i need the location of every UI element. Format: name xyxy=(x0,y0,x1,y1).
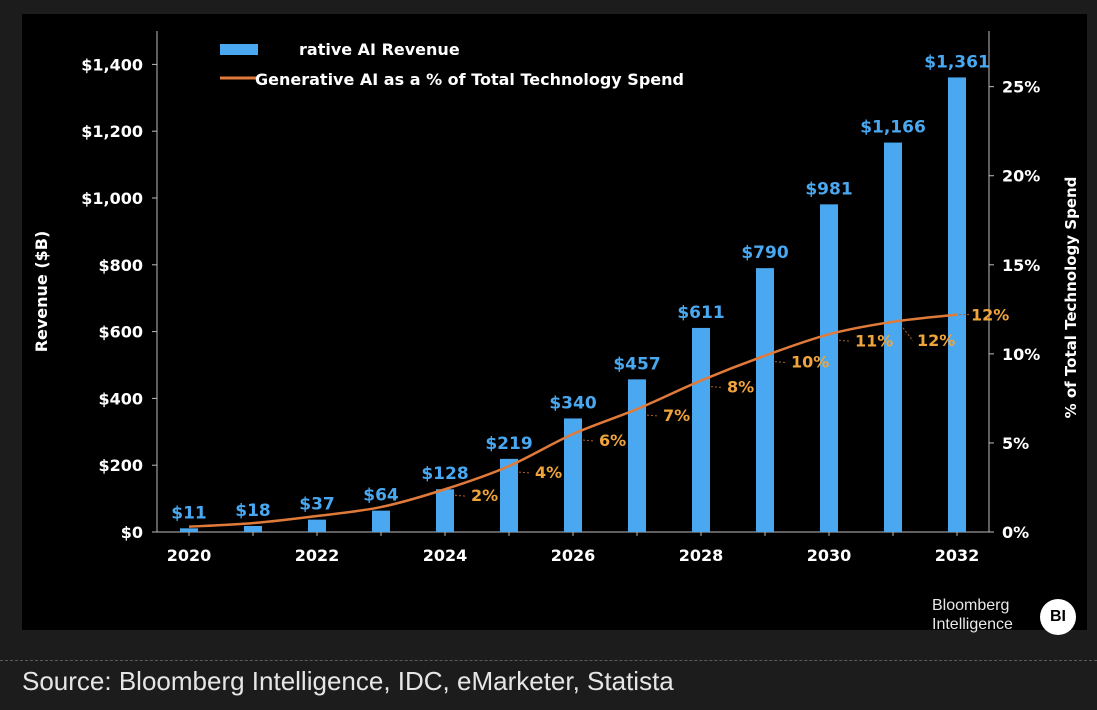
pct-label: 12% xyxy=(917,331,955,350)
revenue-bar xyxy=(180,528,198,532)
revenue-bar xyxy=(628,379,646,532)
pct-label: 10% xyxy=(791,353,829,372)
bar-value-label: $457 xyxy=(613,354,660,374)
y-tick-label: $800 xyxy=(98,256,143,275)
bar-value-label: $1,361 xyxy=(924,52,990,72)
brand-line-2: Intelligence xyxy=(932,616,1013,633)
revenue-bar xyxy=(820,204,838,532)
revenue-bar xyxy=(372,510,390,532)
revenue-bar xyxy=(244,525,262,532)
y2-tick-label: 15% xyxy=(1002,256,1040,275)
y-tick-label: $1,200 xyxy=(81,122,143,141)
revenue-bar xyxy=(948,77,966,532)
y2-tick-label: 0% xyxy=(1002,523,1029,542)
x-tick-label: 2030 xyxy=(807,546,852,565)
pct-label: 6% xyxy=(599,431,626,450)
legend-bar-swatch xyxy=(220,44,258,55)
chart-panel: $0 $200 $400 $600 $800 $1,000 $1,200 $1,400 0% 5%… xyxy=(22,14,1087,635)
chart-svg: $0 $200 $400 $600 $800 $1,000 $1,200 $1,400 0% 5%… xyxy=(32,31,1080,565)
tech-spend-share-line xyxy=(188,313,958,528)
pct-leader-line xyxy=(582,439,596,442)
pct-label: 12% xyxy=(971,306,1009,325)
revenue-bar xyxy=(500,458,518,532)
pct-leader-line xyxy=(454,494,468,497)
bloomberg-intelligence-logo: Bloomberg Intelligence BI xyxy=(928,596,1088,640)
revenue-bar xyxy=(308,519,326,532)
pct-leader-line xyxy=(710,386,724,389)
x-tick-label: 2020 xyxy=(167,546,212,565)
y2-tick-label: 20% xyxy=(1002,167,1040,186)
bar-value-label: $611 xyxy=(677,303,724,323)
pct-leader-line xyxy=(646,414,660,417)
bar-value-label: $219 xyxy=(485,434,532,454)
pct-leader-line xyxy=(518,471,532,474)
pct-label: 7% xyxy=(663,406,690,425)
y-tick-label: $600 xyxy=(98,323,143,342)
bar-value-label: $128 xyxy=(421,464,468,484)
revenue-bar xyxy=(436,489,454,532)
bar-value-label: $37 xyxy=(299,495,335,515)
bar-value-label: $340 xyxy=(549,393,596,413)
y2-tick-label: 5% xyxy=(1002,434,1029,453)
x-tick-label: 2028 xyxy=(679,546,724,565)
x-tick-label: 2026 xyxy=(551,546,596,565)
pct-label: 2% xyxy=(471,486,498,505)
y-tick-label: $0 xyxy=(121,523,143,542)
bar-value-label: $64 xyxy=(363,486,399,506)
bar-value-label: $790 xyxy=(741,243,788,263)
y-tick-label: $1,400 xyxy=(81,55,143,74)
brand-line-1: Bloomberg xyxy=(932,597,1010,614)
y-tick-label: $400 xyxy=(98,389,143,408)
y-axis-title: Revenue ($B) xyxy=(32,231,51,353)
pct-label: 4% xyxy=(535,463,562,482)
revenue-bar xyxy=(692,327,710,532)
y-tick-label: $1,000 xyxy=(81,189,143,208)
legend-label-share: Generative AI as a % of Total Technology… xyxy=(255,70,684,89)
bi-badge-icon: BI xyxy=(1040,599,1076,635)
revenue-bar xyxy=(756,268,774,532)
bar-value-label: $18 xyxy=(235,501,271,521)
legend-label-revenue: rative AI Revenue xyxy=(299,40,460,59)
y2-axis-title: % of Total Technology Spend xyxy=(1062,177,1080,419)
bar-value-label: $1,166 xyxy=(860,118,926,138)
bar-value-label: $981 xyxy=(805,179,852,199)
brand-text: Bloomberg Intelligence xyxy=(932,596,1013,634)
pct-label: 8% xyxy=(727,378,754,397)
bar-value-label: $11 xyxy=(171,503,207,523)
x-tick-label: 2032 xyxy=(935,546,980,565)
y-tick-label: $200 xyxy=(98,456,143,475)
revenue-bar xyxy=(884,142,902,532)
x-tick-label: 2024 xyxy=(423,546,468,565)
pct-leader-line xyxy=(774,361,788,364)
footer-divider xyxy=(0,660,1097,661)
x-tick-label: 2022 xyxy=(295,546,340,565)
source-note: Source: Bloomberg Intelligence, IDC, eMa… xyxy=(22,666,674,696)
pct-label: 11% xyxy=(855,331,893,350)
pct-leader-line xyxy=(902,327,914,342)
revenue-bar xyxy=(564,418,582,532)
y2-tick-label: 10% xyxy=(1002,345,1040,364)
pct-leader-line xyxy=(838,339,852,342)
y2-tick-label: 25% xyxy=(1002,78,1040,97)
